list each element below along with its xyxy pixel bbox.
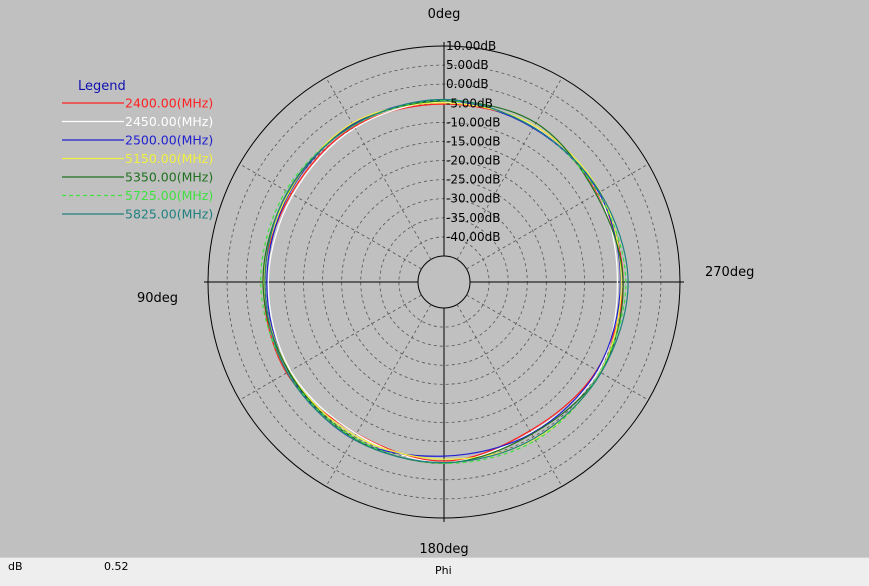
grid-spoke: [456, 77, 563, 260]
radial-tick-label: -30.00dB: [446, 192, 501, 206]
radial-tick-label: 0.00dB: [446, 77, 489, 91]
radial-tick-label: -25.00dB: [446, 173, 501, 187]
radial-tick-label: -35.00dB: [446, 211, 501, 225]
grid-spoke: [325, 304, 432, 487]
angle-label-top: 0deg: [428, 7, 461, 22]
angle-label-right: 270deg: [705, 265, 754, 280]
status-unit: dB: [8, 560, 23, 573]
radial-tick-label: 5.00dB: [446, 58, 489, 72]
legend: Legend 2400.00(MHz) 2450.00(MHz) 2500.00(MH…: [62, 79, 213, 222]
series-line-2: [266, 99, 622, 457]
series-line-5: [260, 99, 627, 465]
series-layer: [260, 98, 629, 465]
polar-chart: 10.00dB 5.00dB 0.00dB -5.00dB -10.00dB -15.00…: [62, 7, 754, 557]
legend-label-3: 5150.00(MHz): [125, 151, 213, 166]
radial-tick-label: -40.00dB: [446, 230, 501, 244]
angle-labels: 0deg 90deg 180deg 270deg: [137, 7, 754, 557]
legend-label-1: 2450.00(MHz): [125, 114, 213, 129]
legend-label-2: 2500.00(MHz): [125, 133, 213, 148]
polar-axes: [204, 42, 684, 522]
radial-tick-label: -20.00dB: [446, 154, 501, 168]
status-bar: dB 0.52 Phi: [0, 557, 869, 586]
legend-label-5: 5725.00(MHz): [125, 188, 213, 203]
angle-label-left: 90deg: [137, 291, 178, 306]
status-value: 0.52: [104, 560, 129, 573]
grid-spoke: [456, 304, 563, 487]
status-axis-label: Phi: [435, 564, 452, 577]
grid-spoke: [466, 294, 649, 401]
grid-spoke: [239, 163, 422, 270]
legend-title: Legend: [78, 79, 126, 94]
legend-label-4: 5350.00(MHz): [125, 170, 213, 185]
radial-tick-label: 10.00dB: [446, 39, 496, 53]
series-line-0: [263, 103, 624, 462]
grid-spoke: [466, 163, 649, 270]
legend-label-6: 5825.00(MHz): [125, 207, 213, 222]
radial-tick-label: -15.00dB: [446, 134, 501, 148]
inner-ring: [417, 255, 471, 309]
radial-tick-labels: 10.00dB 5.00dB 0.00dB -5.00dB -10.00dB -15.00…: [446, 39, 501, 244]
radial-tick-label: -5.00dB: [446, 96, 493, 110]
grid-spoke: [325, 77, 432, 260]
radial-tick-label: -10.00dB: [446, 115, 501, 129]
grid-spoke: [239, 294, 422, 401]
series-line-6: [264, 98, 629, 464]
plot-panel: 10.00dB 5.00dB 0.00dB -5.00dB -10.00dB -15.00…: [0, 0, 869, 557]
legend-label-0: 2400.00(MHz): [125, 96, 213, 111]
angle-label-bottom: 180deg: [419, 542, 468, 557]
